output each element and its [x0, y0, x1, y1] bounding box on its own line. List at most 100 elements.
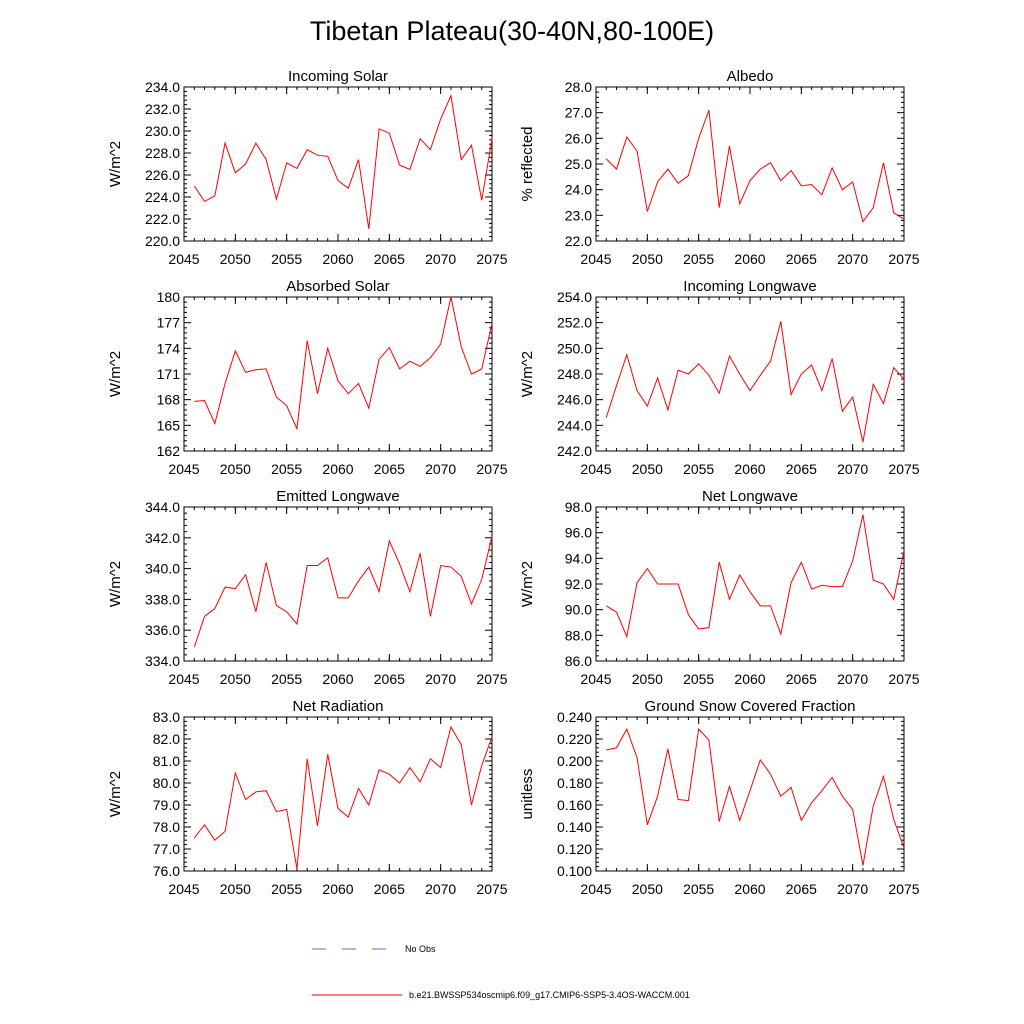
panel-net-longwave: Net Longwave 2045 2050 2055 2060 2065 2070 2075… [519, 488, 920, 687]
ground-snow-covered-fraction-y-tick-label: 0.240 [557, 709, 592, 725]
absorbed-solar-x-tick-label: 2055 [271, 461, 302, 477]
ground-snow-covered-fraction-y-tick-label: 0.160 [557, 797, 592, 813]
ground-snow-covered-fraction-y-tick-label: 0.180 [557, 775, 592, 791]
emitted-longwave-y-tick-label: 342.0 [145, 530, 180, 546]
emitted-longwave-x-tick-label: 2065 [374, 671, 405, 687]
net-longwave-y-tick-label: 98.0 [565, 499, 592, 515]
net-radiation-x-tick-label: 2050 [220, 881, 251, 897]
albedo-y-tick-label: 22.0 [565, 233, 592, 249]
net-radiation-y-tick-label: 78.0 [153, 819, 180, 835]
incoming-solar-y-tick-label: 230.0 [145, 123, 180, 139]
incoming-solar-y-tick-label: 234.0 [145, 79, 180, 95]
ground-snow-covered-fraction-series-line [606, 727, 905, 866]
emitted-longwave-plot-frame [183, 506, 493, 662]
incoming-longwave-title: Incoming Longwave [683, 278, 816, 295]
albedo-y-tick-label: 23.0 [565, 207, 592, 223]
incoming-longwave-plot-frame [595, 296, 905, 452]
ground-snow-covered-fraction-x-tick-label: 2060 [734, 881, 765, 897]
incoming-longwave-x-tick-label: 2055 [683, 461, 714, 477]
net-radiation-y-tick-label: 79.0 [153, 797, 180, 813]
net-longwave-y-tick-label: 96.0 [565, 525, 592, 541]
incoming-longwave-y-tick-label: 242.0 [557, 443, 592, 459]
net-longwave-y-tick-label: 94.0 [565, 550, 592, 566]
incoming-longwave-y-tick-label: 250.0 [557, 340, 592, 356]
incoming-longwave-y-tick-label: 248.0 [557, 366, 592, 382]
net-radiation-x-tick-label: 2075 [476, 881, 507, 897]
absorbed-solar-y-tick-label: 177 [157, 315, 181, 331]
albedo-x-tick-label: 2065 [786, 251, 817, 267]
incoming-longwave-y-tick-label: 254.0 [557, 289, 592, 305]
incoming-solar-y-tick-label: 222.0 [145, 211, 180, 227]
albedo-y-tick-label: 26.0 [565, 130, 592, 146]
albedo-y-tick-label: 24.0 [565, 182, 592, 198]
emitted-longwave-series-line [193, 536, 493, 648]
incoming-longwave-x-tick-label: 2060 [734, 461, 765, 477]
albedo-title: Albedo [727, 68, 774, 85]
net-longwave-x-tick-label: 2075 [888, 671, 919, 687]
albedo-x-tick-label: 2060 [734, 251, 765, 267]
emitted-longwave-y-tick-label: 338.0 [145, 591, 180, 607]
incoming-solar-y-tick-label: 232.0 [145, 101, 180, 117]
incoming-longwave-series-line [605, 321, 905, 443]
emitted-longwave-title: Emitted Longwave [276, 488, 399, 505]
incoming-solar-x-tick-label: 2055 [271, 251, 302, 267]
albedo-y-tick-label: 28.0 [565, 79, 592, 95]
incoming-solar-y-axis-label: W/m^2 [107, 141, 124, 187]
absorbed-solar-x-tick-label: 2065 [374, 461, 405, 477]
ground-snow-covered-fraction-y-tick-label: 0.220 [557, 731, 592, 747]
legend-label-no-obs: No Obs [405, 944, 436, 954]
incoming-solar-y-tick-label: 228.0 [145, 145, 180, 161]
emitted-longwave-y-tick-label: 340.0 [145, 561, 180, 577]
figure-title: Tibetan Plateau(30-40N,80-100E) [310, 16, 714, 46]
emitted-longwave-y-axis-label: W/m^2 [107, 561, 124, 607]
ground-snow-covered-fraction-y-tick-label: 0.200 [557, 753, 592, 769]
panel-incoming-solar: Incoming Solar 2045 2050 2055 2060 2065 2070 20… [107, 68, 508, 267]
albedo-y-axis-label: % reflected [519, 126, 536, 201]
absorbed-solar-y-tick-label: 174 [157, 340, 181, 356]
net-radiation-x-tick-label: 2045 [168, 881, 199, 897]
absorbed-solar-y-tick-label: 168 [157, 392, 181, 408]
net-longwave-y-axis-label: W/m^2 [519, 561, 536, 607]
incoming-solar-plot-frame [183, 86, 493, 242]
legend: No Obs b.e21.BWSSP534oscmip6.f09_g17.CMI… [312, 944, 690, 1000]
incoming-solar-x-tick-label: 2070 [425, 251, 456, 267]
emitted-longwave-x-tick-label: 2060 [322, 671, 353, 687]
net-radiation-x-tick-label: 2060 [322, 881, 353, 897]
ground-snow-covered-fraction-title: Ground Snow Covered Fraction [645, 698, 856, 715]
net-longwave-x-tick-label: 2055 [683, 671, 714, 687]
incoming-solar-x-tick-label: 2065 [374, 251, 405, 267]
incoming-solar-title: Incoming Solar [288, 68, 388, 85]
albedo-x-tick-label: 2075 [888, 251, 919, 267]
panel-emitted-longwave: Emitted Longwave 2045 2050 2055 2060 2065 2070… [107, 488, 508, 687]
emitted-longwave-x-tick-label: 2045 [168, 671, 199, 687]
ground-snow-covered-fraction-y-axis-label: unitless [519, 769, 536, 820]
net-longwave-y-tick-label: 88.0 [565, 627, 592, 643]
incoming-solar-y-tick-label: 220.0 [145, 233, 180, 249]
ground-snow-covered-fraction-x-tick-label: 2070 [837, 881, 868, 897]
incoming-solar-y-tick-label: 224.0 [145, 189, 180, 205]
absorbed-solar-y-tick-label: 165 [157, 417, 181, 433]
net-longwave-x-tick-label: 2070 [837, 671, 868, 687]
incoming-solar-x-tick-label: 2075 [476, 251, 507, 267]
net-radiation-series-line [193, 725, 493, 869]
albedo-y-tick-label: 27.0 [565, 105, 592, 121]
net-radiation-x-tick-label: 2055 [271, 881, 302, 897]
absorbed-solar-x-tick-label: 2075 [476, 461, 507, 477]
emitted-longwave-x-tick-label: 2070 [425, 671, 456, 687]
incoming-longwave-y-tick-label: 246.0 [557, 392, 592, 408]
ground-snow-covered-fraction-x-tick-label: 2050 [632, 881, 663, 897]
net-longwave-title: Net Longwave [702, 488, 798, 505]
net-longwave-x-tick-label: 2065 [786, 671, 817, 687]
ground-snow-covered-fraction-x-tick-label: 2065 [786, 881, 817, 897]
incoming-solar-x-tick-label: 2060 [322, 251, 353, 267]
absorbed-solar-y-tick-label: 171 [157, 366, 181, 382]
absorbed-solar-x-tick-label: 2045 [168, 461, 199, 477]
albedo-x-tick-label: 2050 [632, 251, 663, 267]
incoming-longwave-y-tick-label: 252.0 [557, 315, 592, 331]
albedo-x-tick-label: 2045 [580, 251, 611, 267]
incoming-longwave-x-tick-label: 2075 [888, 461, 919, 477]
legend-label-model: b.e21.BWSSP534oscmip6.f09_g17.CMIP6-SSP5… [409, 990, 690, 1000]
emitted-longwave-y-tick-label: 334.0 [145, 653, 180, 669]
net-radiation-plot-frame [183, 716, 493, 872]
emitted-longwave-x-tick-label: 2055 [271, 671, 302, 687]
